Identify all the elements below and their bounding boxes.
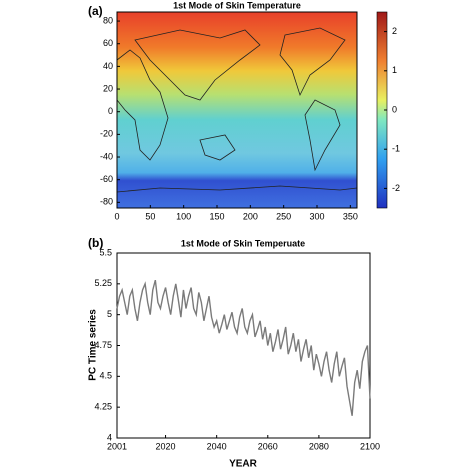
map-field — [117, 12, 357, 208]
y-tick-label: 5.25 — [94, 278, 112, 288]
y-tick-label: -20 — [100, 129, 113, 139]
colorbar-tick-label: 0 — [392, 104, 397, 114]
x-tick-label: 100 — [176, 211, 191, 221]
y-tick-label: 5.5 — [99, 247, 112, 257]
x-tick-label: 2040 — [207, 441, 227, 451]
y-tick-label: 0 — [108, 106, 113, 116]
y-tick-label: 5 — [107, 309, 112, 319]
x-tick-label: 350 — [343, 211, 358, 221]
panel-label: (a) — [88, 4, 103, 18]
panel-a: (a) 1st Mode of Skin Temperature 0 50 100 1… — [88, 0, 400, 221]
x-tick-label: 250 — [276, 211, 291, 221]
y-tick-label: -40 — [100, 151, 113, 161]
y-tick-label: 40 — [103, 61, 113, 71]
y-tick-label: 4 — [107, 432, 112, 442]
y-tick-label: 4.75 — [94, 340, 112, 350]
panel-label: (b) — [88, 236, 103, 250]
x-tick-label: 150 — [209, 211, 224, 221]
y-tick-label: -60 — [100, 174, 113, 184]
y-axis-label: PC Time series — [88, 309, 99, 381]
x-tick-label: 50 — [145, 211, 155, 221]
y-tick-label: 20 — [103, 83, 113, 93]
map-frame — [116, 11, 358, 209]
y-tick-label: 4.5 — [99, 371, 112, 381]
x-tick-label: 0 — [114, 211, 119, 221]
x-tick-label: 2080 — [309, 441, 329, 451]
y-tick-label: 80 — [103, 15, 113, 25]
colorbar-tick-label: -1 — [392, 144, 400, 154]
panel-b: (b) 1st Mode of Skin Temperuate YEAR PC … — [88, 236, 380, 469]
y-tick-label: 4.25 — [94, 402, 112, 412]
x-tick-label: 2060 — [258, 441, 278, 451]
chart-title: 1st Mode of Skin Temperuate — [181, 238, 305, 248]
y-tick-label: -80 — [100, 197, 113, 207]
colorbar-tick-label: -2 — [392, 183, 400, 193]
coastlines — [116, 27, 358, 193]
chart-title: 1st Mode of Skin Temperature — [173, 0, 301, 10]
series-line — [116, 279, 371, 416]
colorbar-tick-label: 2 — [392, 26, 397, 36]
x-tick-label: 200 — [243, 211, 258, 221]
x-tick-label: 2020 — [156, 441, 176, 451]
x-axis-label: YEAR — [229, 459, 258, 470]
x-tick-label: 300 — [309, 211, 324, 221]
x-tick-label: 2100 — [360, 441, 380, 451]
x-tick-label: 2001 — [107, 441, 127, 451]
y-tick-label: 60 — [103, 38, 113, 48]
colorbar-tick-label: 1 — [392, 65, 397, 75]
